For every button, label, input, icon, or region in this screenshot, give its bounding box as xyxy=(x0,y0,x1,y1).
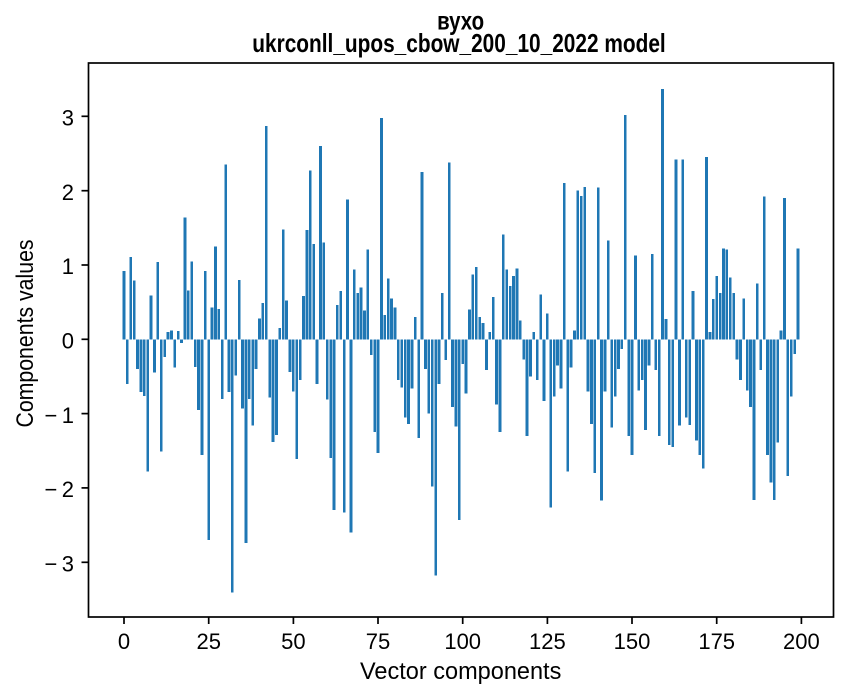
svg-text:175: 175 xyxy=(698,629,735,654)
svg-text:Components values: Components values xyxy=(12,239,39,427)
svg-text:1: 1 xyxy=(62,254,74,279)
svg-text:150: 150 xyxy=(614,629,651,654)
svg-text:50: 50 xyxy=(281,629,305,654)
svg-text:0: 0 xyxy=(62,329,74,354)
svg-text:125: 125 xyxy=(529,629,566,654)
svg-text:2: 2 xyxy=(62,180,74,205)
svg-text:200: 200 xyxy=(783,629,820,654)
svg-text:0: 0 xyxy=(118,629,130,654)
svg-text:ukrconll_upos_cbow_200_10_2022: ukrconll_upos_cbow_200_10_2022 model xyxy=(252,28,665,58)
svg-text:Vector components: Vector components xyxy=(360,658,561,685)
svg-text:100: 100 xyxy=(444,629,481,654)
svg-text:25: 25 xyxy=(196,629,220,654)
svg-text:вухо: вухо xyxy=(437,5,484,35)
svg-text:75: 75 xyxy=(366,629,390,654)
svg-text:3: 3 xyxy=(62,106,74,131)
